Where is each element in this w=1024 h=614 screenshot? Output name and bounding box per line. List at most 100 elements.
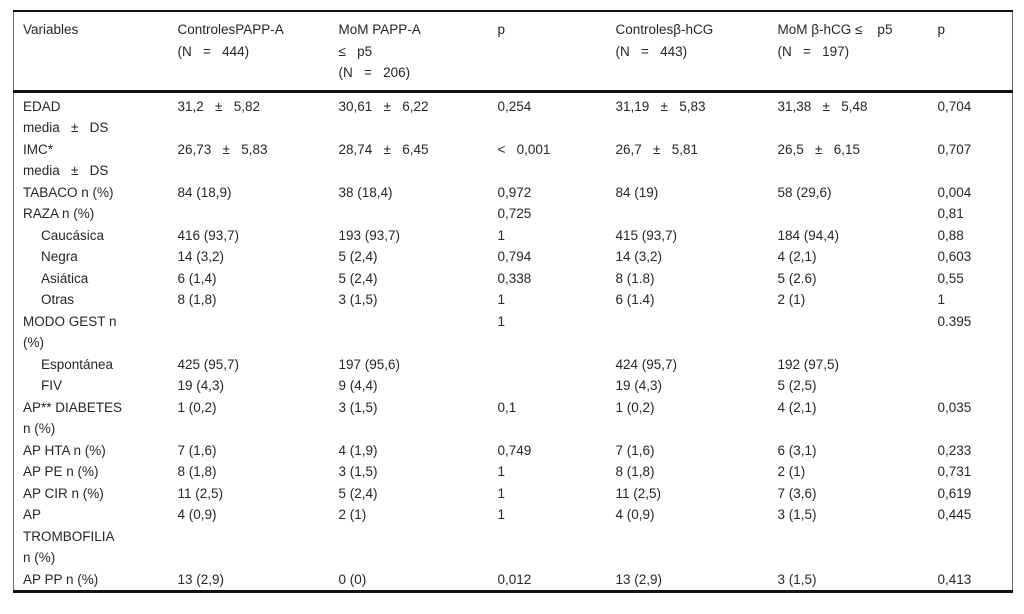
row-label: AP HTA n (%)	[23, 442, 106, 458]
table-row: FIV 19 (4,3) 9 (4,4) 19 (4,3) 5 (2,5)	[14, 375, 1013, 397]
cell: 2 (1)	[777, 464, 806, 479]
cell: 1	[497, 464, 506, 479]
cell: 0,254	[497, 98, 532, 114]
cell: 6 (1,4)	[177, 270, 217, 286]
cell: 415 (93,7)	[615, 227, 678, 243]
cell: 3 (1,5)	[338, 399, 378, 415]
table-row: Espontánea 425 (95,7) 197 (95,6) 424 (95,7)…	[14, 354, 1013, 376]
header-p-bhcg: p	[928, 11, 1013, 93]
header-row: Variables ControlesPAPP-A (N = 444) MoM …	[13, 11, 1013, 93]
cell: 26,73 ± 5,83	[177, 141, 268, 157]
cell: 0 (0)	[338, 571, 367, 587]
cell: 0,731	[937, 464, 972, 479]
cell: 1	[497, 485, 506, 501]
cell: 13 (2,9)	[615, 571, 663, 587]
row-label: AP CIR n (%)	[23, 485, 104, 501]
cell: 6 (3,1)	[777, 442, 817, 458]
cell: 26,7 ± 5,81	[615, 141, 698, 157]
row-label: RAZA n (%)	[23, 206, 95, 221]
cell: 2 (1)	[777, 292, 806, 307]
cell: 58 (29,6)	[777, 184, 832, 200]
cell: 1	[497, 292, 506, 307]
table-row: AP PP n (%) 13 (2,9) 0 (0) 0,012 13 (2,9) 3 (…	[14, 569, 1013, 592]
cell: 192 (97,5)	[777, 356, 840, 372]
cell: 1	[937, 292, 946, 307]
table-row: TABACO n (%) 84 (18,9) 38 (18,4) 0,972 84 (1…	[14, 182, 1013, 204]
cell: 26,5 ± 6,15	[777, 141, 860, 157]
cell: 1	[497, 227, 506, 243]
cell: 19 (4,3)	[177, 378, 225, 393]
cell	[169, 203, 330, 225]
cell: 5 (2,4)	[338, 249, 378, 264]
cell: 193 (93,7)	[338, 227, 401, 243]
cell	[489, 375, 607, 397]
cell	[169, 311, 330, 354]
cell: 84 (18,9)	[177, 184, 232, 200]
table-row: Otras 8 (1,8) 3 (1,5) 1 6 (1.4) 2 (1) 1	[14, 289, 1013, 311]
stats-table: Variables ControlesPAPP-A (N = 444) MoM …	[13, 10, 1013, 593]
cell: 4 (0,9)	[615, 507, 655, 522]
cell: 7 (1,6)	[615, 442, 655, 458]
cell: 5 (2.6)	[777, 270, 817, 286]
cell: 0,445	[937, 507, 972, 522]
cell: 11 (2,5)	[615, 485, 662, 501]
row-label: Negra	[41, 249, 78, 264]
cell: 197 (95,6)	[338, 356, 401, 372]
row-label: AP PP n (%)	[23, 571, 99, 587]
cell: 8 (1,8)	[177, 464, 217, 479]
cell: 0,794	[497, 249, 532, 264]
table-body: EDAD media ± DS 31,2 ± 5,82 30,61 ± 6,22 0,…	[14, 91, 1013, 592]
cell: 0,338	[497, 270, 532, 286]
cell: 8 (1.8)	[615, 270, 655, 286]
cell: 9 (4,4)	[338, 378, 378, 393]
cell: 31,19 ± 5,83	[615, 98, 706, 114]
cell: 3 (1,5)	[777, 571, 817, 587]
cell: 0,704	[937, 98, 972, 114]
cell: 416 (93,7)	[177, 227, 240, 243]
table-row: AP CIR n (%) 11 (2,5) 5 (2,4) 1 11 (2,5) 7 (3…	[14, 483, 1013, 505]
header-p-pappa: p	[488, 11, 607, 93]
cell: 5 (2,4)	[338, 270, 378, 286]
cell	[330, 203, 489, 225]
row-label: AP TROMBOFILIA n (%)	[23, 507, 115, 565]
cell: 31,2 ± 5,82	[177, 98, 260, 114]
row-label: TABACO n (%)	[23, 184, 114, 200]
cell: 3 (1,5)	[777, 507, 817, 522]
cell: 0,233	[937, 442, 972, 458]
cell	[607, 203, 769, 225]
row-label: FIV	[41, 378, 63, 393]
cell	[769, 311, 929, 354]
cell: 1	[497, 313, 506, 329]
cell: 1	[497, 507, 506, 522]
table-header: Variables ControlesPAPP-A (N = 444) MoM …	[13, 11, 1013, 93]
table-row: MODO GEST n (%) 1 0.395	[14, 311, 1013, 354]
table-row: IMC* media ± DS 26,73 ± 5,83 28,74 ± 6,45 <…	[14, 139, 1013, 182]
row-label: Asiática	[41, 270, 89, 286]
cell: 0,603	[937, 249, 972, 264]
table-row: Negra 14 (3,2) 5 (2,4) 0,794 14 (3,2) 4 (2,1)…	[14, 246, 1013, 268]
cell: 0,749	[497, 442, 532, 458]
row-label: AP PE n (%)	[23, 464, 99, 479]
cell: 0,012	[497, 571, 532, 587]
cell: 1 (0,2)	[615, 399, 655, 415]
header-mom-bhcg: MoM β-hCG ≤ p5 (N = 197)	[768, 11, 929, 93]
cell: 0.395	[937, 313, 972, 329]
cell: 30,61 ± 6,22	[338, 98, 429, 114]
cell: 13 (2,9)	[177, 571, 225, 587]
cell: 0,88	[937, 227, 964, 243]
cell: 0,972	[497, 184, 532, 200]
cell	[607, 311, 769, 354]
cell: 4 (2,1)	[777, 399, 817, 415]
row-label: Espontánea	[41, 356, 114, 372]
cell: 0,619	[937, 485, 972, 501]
cell: 0,707	[937, 141, 972, 157]
row-label: AP** DIABETES n (%)	[23, 399, 123, 437]
stats-table-container: Variables ControlesPAPP-A (N = 444) MoM …	[13, 10, 1013, 593]
cell: 184 (94,4)	[777, 227, 840, 243]
cell: 3 (1,5)	[338, 464, 378, 479]
row-label: MODO GEST n (%)	[23, 313, 117, 351]
cell: 5 (2,4)	[338, 485, 378, 501]
cell: 19 (4,3)	[615, 378, 663, 393]
cell: 2 (1)	[338, 507, 367, 522]
cell: 0,035	[937, 399, 972, 415]
